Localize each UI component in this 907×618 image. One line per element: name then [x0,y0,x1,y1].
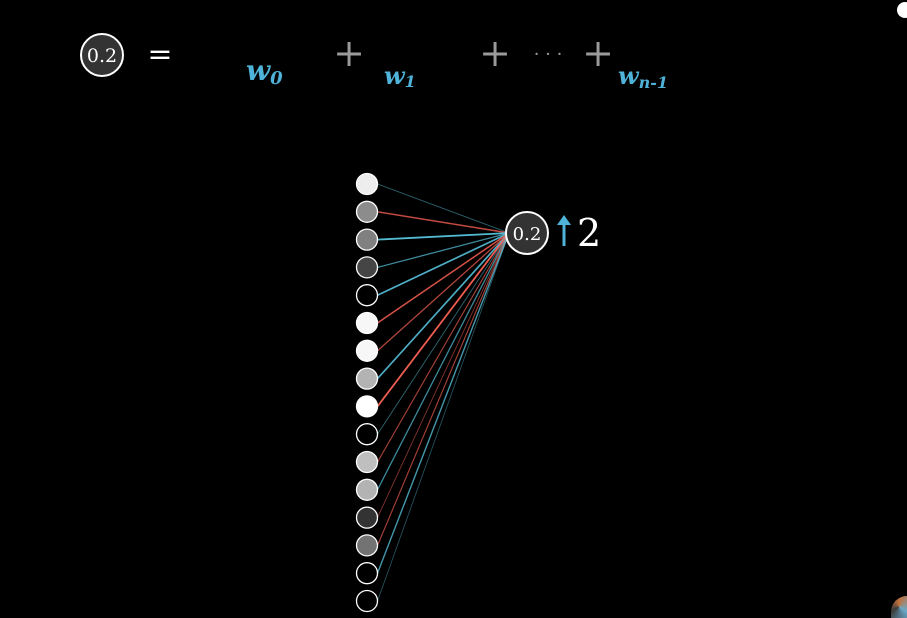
plus-sign-3: + [582,31,614,75]
weight-term-w0: w0 [246,54,283,89]
weight-wn-base: w [618,61,640,90]
input-neuron-11 [355,478,379,501]
edge-12 [377,232,510,518]
input-neuron-10 [355,450,379,474]
up-arrow-icon [557,215,571,246]
edge-9 [377,232,510,435]
edge-6 [377,232,510,352]
edge-2 [377,232,510,241]
edge-13 [376,232,510,546]
input-neuron-5 [355,311,379,335]
input-layer [355,172,379,613]
input-neuron-3 [355,256,379,279]
equals-sign: = [147,37,172,72]
weight-w0-sub: 0 [270,68,283,89]
weight-w0-base: w [246,54,271,87]
input-neuron-1 [355,200,379,223]
input-neuron-8 [355,395,379,418]
edge-11 [376,232,510,491]
input-neuron-14 [355,562,379,585]
edge-14 [376,232,510,574]
input-neuron-9 [355,423,379,446]
weight-term-wn-1: wn-1 [618,61,668,92]
input-neuron-2 [355,228,379,251]
input-neuron-7 [355,367,379,390]
weight-w1-sub: 1 [405,72,416,91]
input-neuron-6 [355,339,379,362]
plus-sign-1: + [333,31,365,75]
output-neuron-value: 0.2 [513,224,542,245]
input-neuron-15 [355,589,379,613]
equation-lhs-neuron [80,33,124,77]
weight-wn-sub: n-1 [639,73,668,92]
corner-dot-icon [897,2,907,18]
output-neuron-group: 0.2 2 [505,211,601,255]
edge-3 [377,232,510,269]
input-neuron-12 [355,506,379,529]
edge-8 [376,232,510,407]
edge-15 [377,232,510,602]
connection-edges [376,183,510,602]
equation-lhs-value: 0.2 [87,45,117,67]
ellipsis: · · · [534,44,563,65]
input-neuron-13 [355,534,379,557]
change-amount: 2 [577,211,601,255]
plus-sign-2: + [479,31,511,75]
input-neuron-4 [355,284,379,307]
edge-1 [377,211,510,234]
edge-0 [377,183,510,234]
corner-logo-icon [891,596,907,618]
output-neuron [505,211,549,255]
edge-4 [377,232,510,296]
input-neuron-0 [355,172,379,196]
edge-5 [377,232,510,324]
weight-w1-base: w [384,61,406,90]
weight-term-w1: w1 [384,61,416,91]
edge-10 [377,232,510,463]
edge-7 [376,232,510,380]
weighted-sum-equation: 0.2 = w0 + w1 + · · · + wn-1 [80,31,668,92]
